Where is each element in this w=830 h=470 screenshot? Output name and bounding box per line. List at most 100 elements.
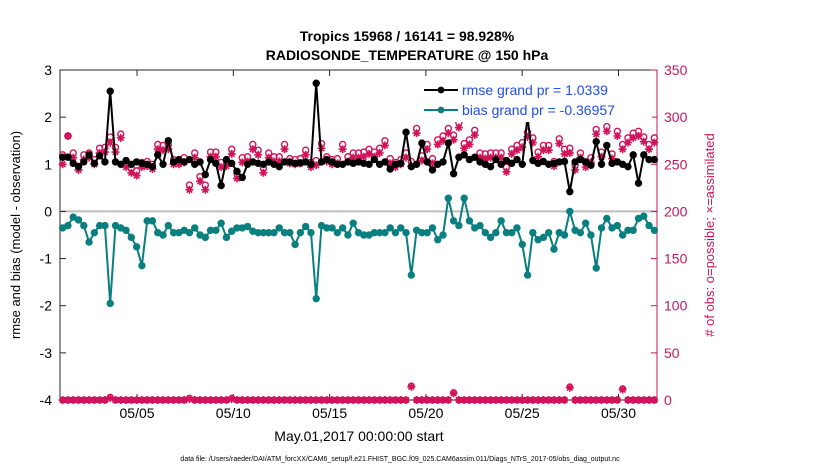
bias-series-point [381,228,389,237]
rmse-series-point [492,155,500,164]
obs-assimilated-marker [338,145,347,154]
obs-assimilated-marker [507,149,516,158]
obs-assimilated-low-marker [454,396,463,404]
right-tick-label: 300 [664,109,688,125]
obs-assimilated-marker [444,129,453,138]
obs-assimilated-marker [634,132,643,140]
obs-assimilated-marker [386,159,395,168]
rmse-series-point [164,137,173,145]
bias-series-point [64,221,72,230]
rmse-series-point [629,151,637,159]
obs-assimilated-low-marker [407,382,416,391]
obs-assimilated-marker [190,153,199,162]
obs-assimilated-low-marker [63,396,72,404]
obs-assimilated-low-marker [185,395,194,404]
obs-assimilated-marker [122,163,131,172]
obs-assimilated-marker [301,150,310,159]
obs-assimilated-marker [581,163,590,172]
obs-assimilated-low-marker [534,396,543,404]
bias-series-point [508,228,516,237]
x-axis-label: May.01,2017 00:00:00 start [274,428,444,444]
bias-series-point [434,236,442,244]
obs-assimilated-marker [470,131,479,140]
obs-assimilated-low-marker [370,396,379,404]
obs-assimilated-low-marker [512,396,521,404]
bias-series-point [296,228,305,237]
rmse-series-point [222,155,231,164]
obs-assimilated-low-marker [645,396,654,404]
rmse-series-point [439,158,447,166]
obs-assimilated-low-marker [106,394,115,403]
bias-series-point [349,219,357,227]
obs-assimilated-low-marker [227,395,236,404]
obs-assimilated-low-marker [190,396,199,404]
obs-assimilated-marker [597,152,606,161]
rmse-series-point [444,139,453,147]
bias-series-point [333,228,342,237]
rmse-series-point [275,162,283,171]
rmse-series-point [365,160,373,168]
bias-series-point [402,228,410,237]
bias-series-point [228,227,236,235]
bias-series-point [407,271,416,279]
obs-assimilated-low-marker [359,396,368,404]
obs-assimilated-marker [602,127,611,136]
right-tick-label: 100 [664,298,688,314]
left-tick-label: 2 [44,109,52,125]
bias-series-point [486,233,495,242]
legend-rmse-label: rmse grand pr = 1.0339 [462,82,608,98]
obs-assimilated-marker [639,137,648,146]
rmse-series-point [117,160,125,168]
rmse-series-point [624,162,632,171]
rmse-series-point [581,158,590,166]
rmse-series-point [650,155,659,164]
obs-assimilated-low-marker [650,396,659,404]
bias-series-point [328,224,336,232]
bias-series-point [338,224,347,232]
obs-assimilated-marker [528,138,537,147]
obs-assimilated-low-marker [343,396,352,404]
bias-series-point [618,231,627,239]
rmse-series-point [381,158,389,166]
obs-assimilated-marker [159,146,168,155]
obs-assimilated-marker [518,143,527,152]
rmse-series-point [206,155,215,164]
right-tick-label: 350 [664,62,688,78]
obs-assimilated-low-marker [79,396,88,404]
bias-series-point [159,231,167,239]
obs-assimilated-low-marker [69,396,78,404]
left-tick-label: -3 [40,345,53,361]
obs-assimilated-low-marker [639,396,648,404]
rmse-series-point [518,160,526,168]
left-tick-label: 3 [44,62,52,78]
bias-series-point [386,224,394,232]
obs-assimilated-low-marker [486,396,495,404]
bias-series-point [539,233,548,242]
rmse-series-point [201,170,209,179]
legend-bias-label: bias grand pr = -0.36957 [462,102,615,118]
bias-series-point [544,228,553,237]
rmse-series-point [238,173,246,182]
bias-series-point [439,231,447,239]
bias-series-point [566,207,574,216]
obs-assimilated-low-marker [565,383,574,392]
bias-series-point [460,194,468,202]
obs-assimilated-marker [439,136,448,145]
bias-series-point [465,217,474,225]
obs-assimilated-low-marker [100,396,109,404]
bias-series-point [201,233,209,242]
obs-assimilated-low-marker [544,396,553,404]
bias-series-point [449,217,458,225]
obs-assimilated-low-marker [349,396,358,404]
obs-assimilated-low-marker [259,396,268,404]
obs-assimilated-low-marker [285,396,294,404]
rmse-series-point [312,79,320,87]
obs-assimilated-low-marker [470,396,479,404]
obs-assimilated-low-marker [143,396,152,404]
obs-assimilated-marker [555,139,564,148]
obs-assimilated-marker [565,148,574,157]
left-tick-label: -4 [40,392,53,408]
bias-series-point [222,233,231,242]
obs-assimilated-low-marker [291,396,300,404]
obs-assimilated-marker [106,138,115,147]
